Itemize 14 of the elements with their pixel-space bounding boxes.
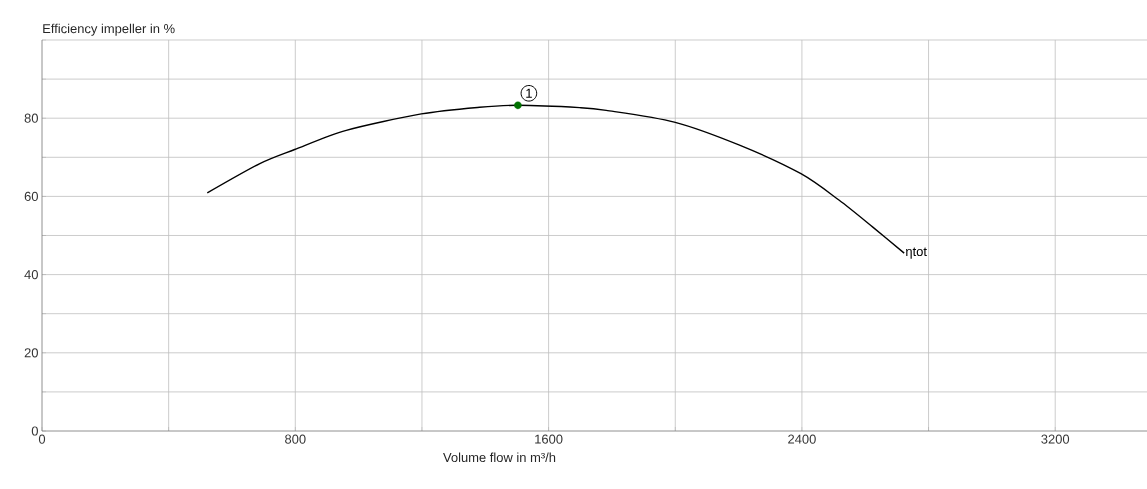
y-tick-label: 40 [24, 270, 38, 280]
y-tick-label: 20 [24, 348, 38, 358]
y-tick-label: 80 [24, 113, 38, 123]
x-tick-label: 2400 [788, 434, 816, 444]
series-label: ηtot [906, 247, 927, 259]
annotation: 1 [526, 88, 532, 98]
x-tick-label: 0 [38, 434, 46, 444]
y-tick-label: 60 [24, 191, 38, 201]
y-tick-label: 0 [31, 426, 38, 436]
x-tick-label: 1600 [535, 434, 563, 444]
y-axis-title: Efficiency impeller in % [43, 23, 175, 36]
x-axis-title: Volume flow in m³/h [443, 452, 556, 463]
x-tick-label: 3200 [1041, 434, 1070, 444]
x-tick-label: 800 [285, 434, 306, 444]
